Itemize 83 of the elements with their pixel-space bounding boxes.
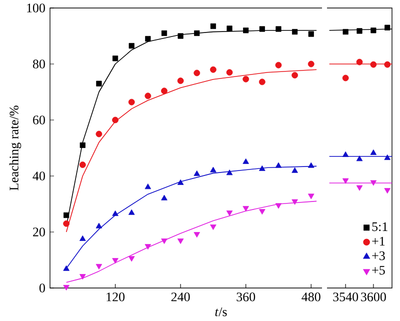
legend-label: +3 (372, 251, 385, 260)
point (161, 30, 168, 36)
point (242, 76, 250, 82)
point (210, 166, 216, 172)
y-tick-label: 60 (33, 116, 45, 124)
point (210, 23, 216, 29)
x-tick-label: 360 (236, 292, 256, 302)
point (79, 235, 86, 241)
x-axis-title: t/s (215, 308, 227, 316)
point (292, 199, 298, 205)
point (259, 26, 265, 32)
point (63, 284, 70, 290)
point (144, 184, 152, 190)
line-series (66, 69, 317, 232)
y-axis-title: Leaching rate/% (9, 106, 22, 190)
point (178, 33, 184, 39)
y-tick-label: 100 (27, 4, 45, 12)
point (308, 60, 314, 68)
point (308, 194, 314, 200)
point (128, 256, 135, 262)
point (275, 203, 282, 209)
y-tick-label: 80 (32, 60, 45, 68)
point (276, 26, 282, 32)
point (308, 31, 314, 37)
point (96, 264, 102, 270)
x-tick-label: 3600 (361, 292, 386, 302)
point (194, 30, 200, 36)
x-tick-label: 480 (302, 292, 320, 302)
point (96, 222, 102, 228)
point (80, 142, 86, 148)
point (226, 26, 232, 32)
point (210, 224, 216, 230)
point (96, 130, 102, 138)
point (128, 98, 135, 106)
point (177, 78, 184, 84)
legend-label: +1 (372, 236, 385, 246)
point (226, 69, 233, 76)
point (161, 238, 168, 244)
y-tick-label: 20 (33, 228, 45, 236)
legend-label: 5:1 (372, 222, 388, 232)
point (96, 80, 102, 86)
point (112, 210, 118, 216)
point (308, 162, 314, 168)
point (292, 167, 298, 173)
x-tick-label: 120 (106, 292, 125, 302)
point (145, 36, 151, 42)
point (128, 209, 135, 215)
point (63, 220, 70, 227)
point (79, 162, 86, 168)
point (242, 206, 249, 212)
point (226, 210, 233, 216)
point (258, 78, 266, 86)
point (292, 72, 298, 78)
x-tick-label: 3540 (333, 292, 358, 302)
point (112, 258, 118, 264)
point (161, 88, 168, 94)
point (177, 238, 184, 244)
y-tick-label: 40 (32, 172, 45, 180)
x-tick-label: 240 (171, 292, 190, 302)
point (144, 92, 152, 100)
point (63, 265, 70, 271)
point (243, 28, 249, 34)
point (210, 66, 216, 73)
point (259, 165, 266, 171)
point (128, 43, 134, 49)
point (79, 274, 86, 280)
point (292, 29, 298, 35)
point (112, 116, 118, 124)
point (112, 56, 118, 62)
point (177, 179, 184, 185)
legend-label: +5 (372, 266, 385, 275)
point (259, 209, 266, 215)
point (194, 232, 200, 238)
point (64, 212, 70, 218)
point (194, 170, 200, 176)
point (275, 62, 282, 68)
point (226, 170, 233, 176)
point (161, 194, 168, 200)
point (275, 162, 282, 168)
point (242, 158, 249, 164)
point (194, 70, 200, 76)
point (144, 244, 152, 250)
y-tick-label: 0 (39, 284, 45, 292)
